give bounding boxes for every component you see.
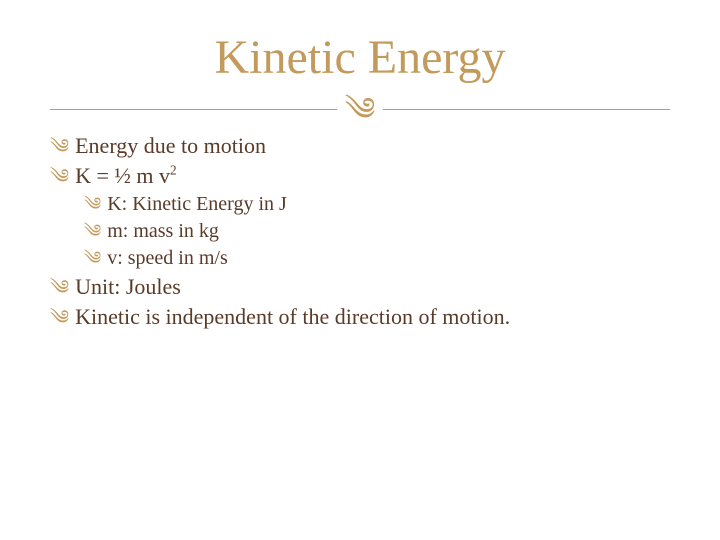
bullet-icon: ༄: [84, 246, 101, 270]
bullet-icon: ༄: [50, 305, 69, 332]
bullet-item: ༄v: speed in m/s: [84, 245, 670, 272]
bullet-item: ༄Kinetic is independent of the direction…: [50, 302, 670, 332]
bullet-item: ༄Unit: Joules: [50, 272, 670, 302]
bullet-item: ༄K = ½ m v2: [50, 161, 670, 191]
bullet-text: Energy due to motion: [75, 131, 266, 161]
bullet-item: ༄m: mass in kg: [84, 218, 670, 245]
bullet-text: K = ½ m v2: [75, 161, 177, 191]
content-region: ༄Energy due to motion༄K = ½ m v2༄K: Kine…: [50, 131, 670, 332]
bullet-item: ༄Energy due to motion: [50, 131, 670, 161]
bullet-text: K: Kinetic Energy in J: [107, 191, 287, 218]
bullet-text: Kinetic is independent of the direction …: [75, 302, 510, 332]
bullet-text: v: speed in m/s: [107, 245, 228, 272]
slide-title: Kinetic Energy: [50, 30, 670, 85]
divider-line-right: [383, 109, 670, 110]
divider-line-left: [50, 109, 337, 110]
title-divider: ༄: [50, 93, 670, 125]
divider-glyph: ༄: [337, 93, 384, 125]
bullet-icon: ༄: [84, 192, 101, 216]
bullet-text: Unit: Joules: [75, 272, 181, 302]
bullet-item: ༄K: Kinetic Energy in J: [84, 191, 670, 218]
bullet-icon: ༄: [50, 275, 69, 302]
bullet-icon: ༄: [50, 164, 69, 191]
bullet-icon: ༄: [84, 219, 101, 243]
bullet-icon: ༄: [50, 134, 69, 161]
superscript: 2: [170, 163, 177, 178]
bullet-text: m: mass in kg: [107, 218, 219, 245]
